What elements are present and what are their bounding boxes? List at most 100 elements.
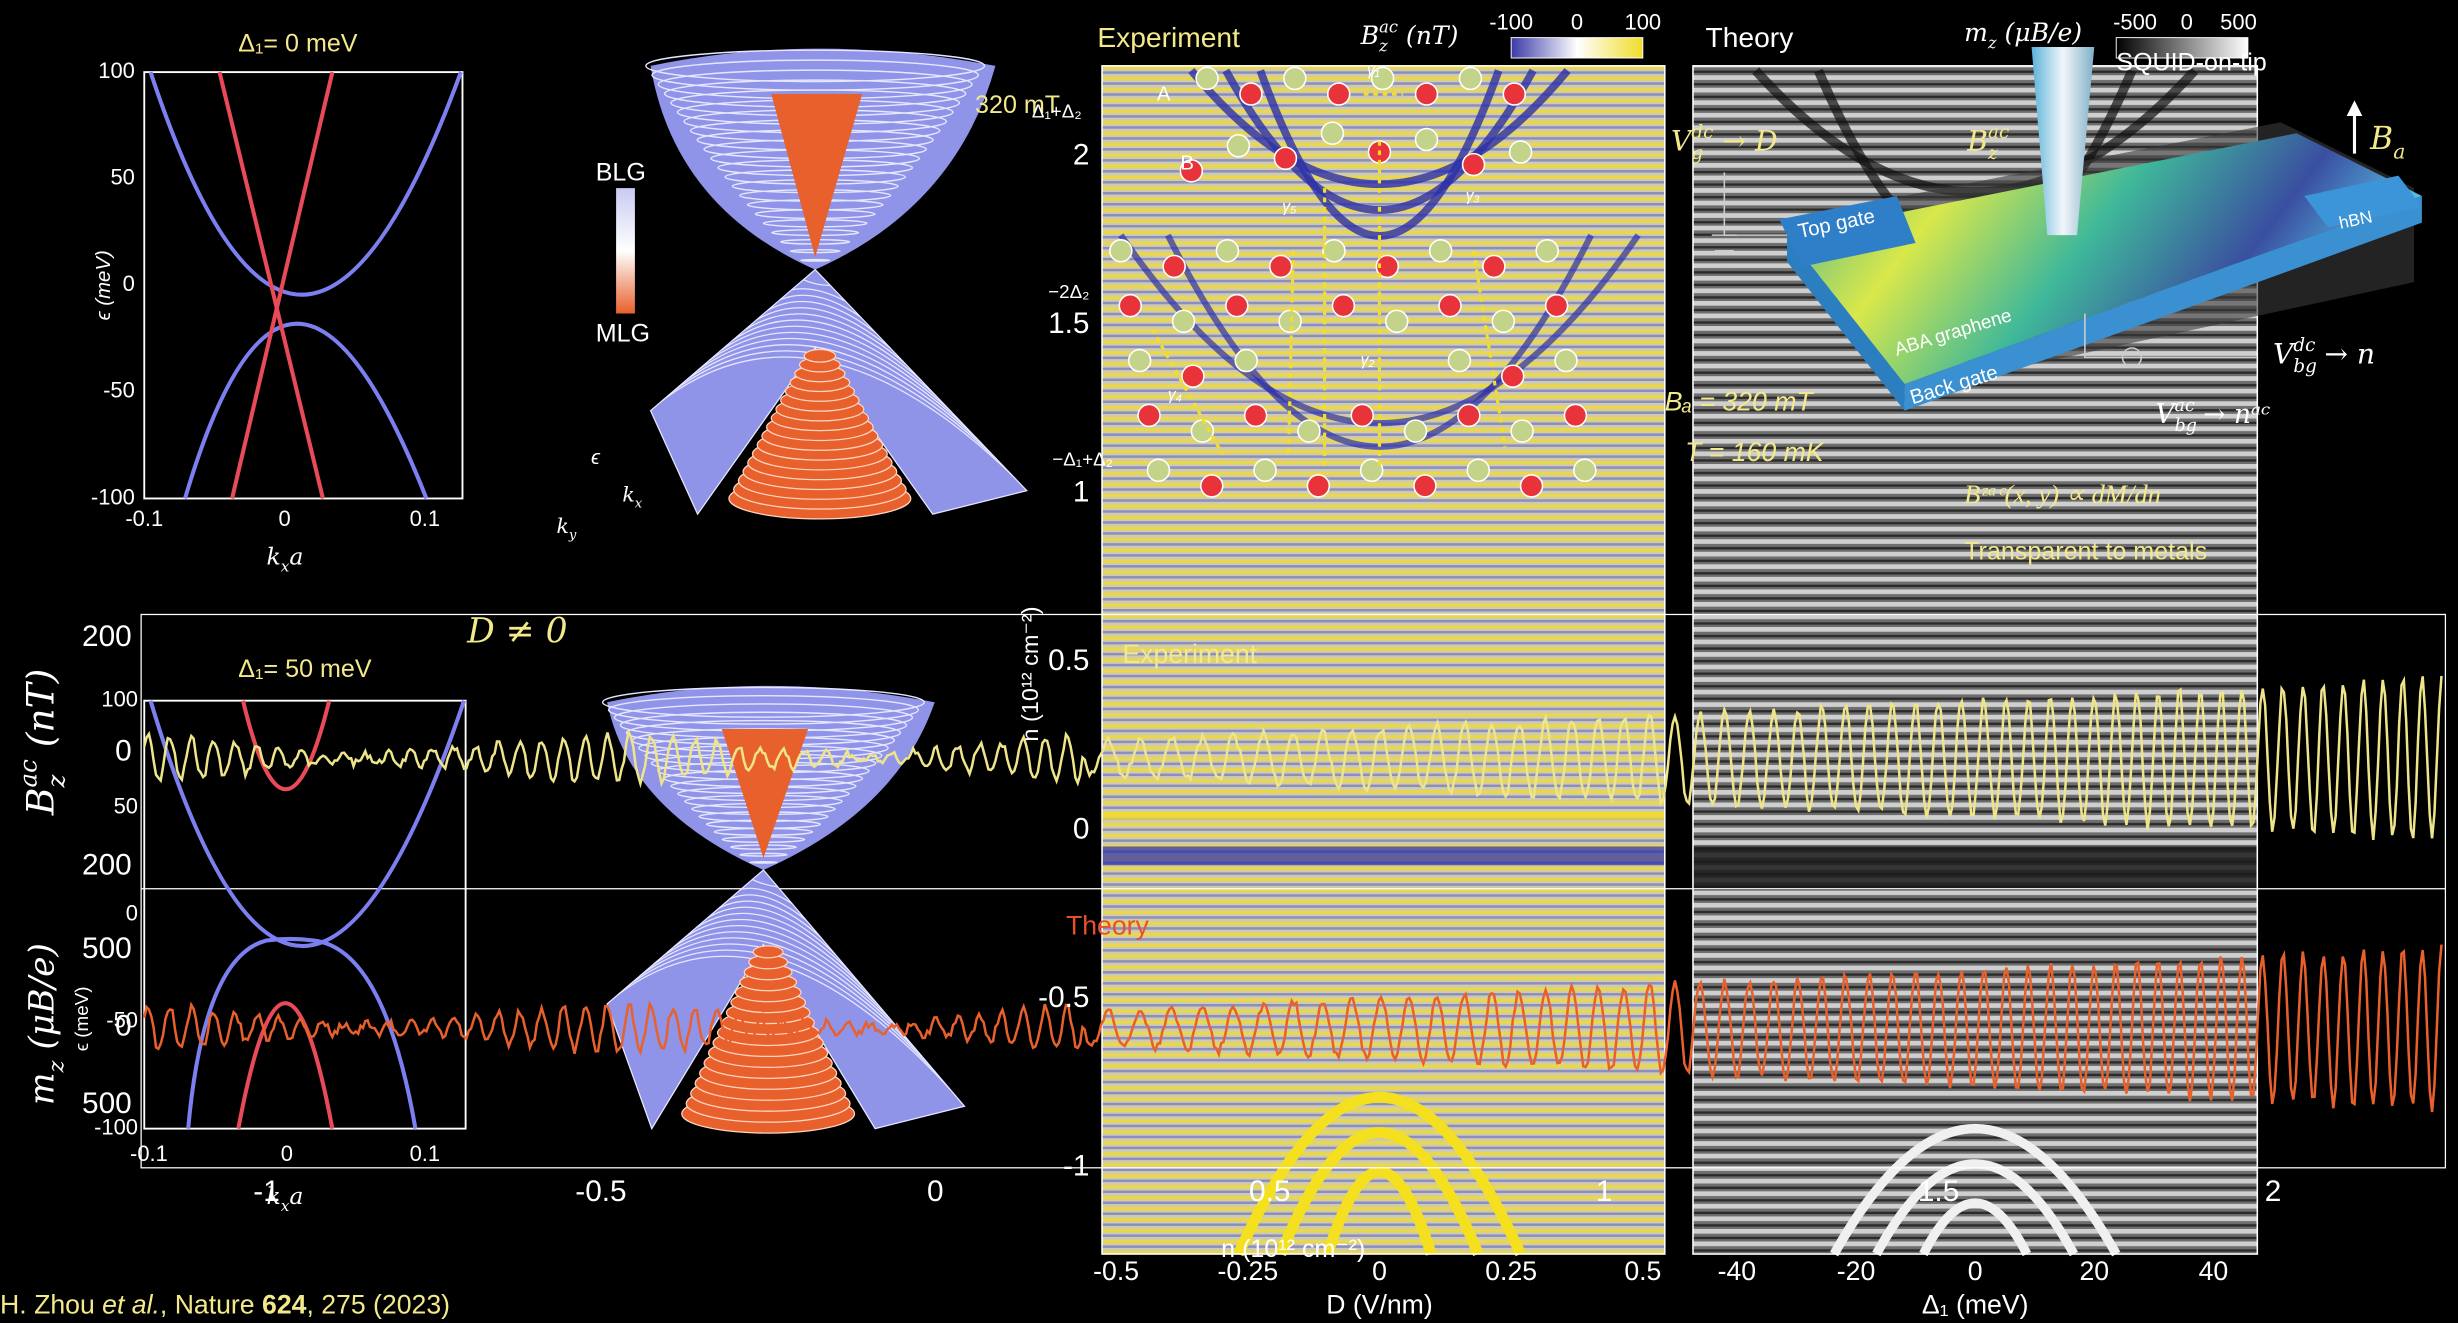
- label-base: B: [1360, 21, 1379, 50]
- wing-line: [696, 912, 851, 972]
- atom-green: [1535, 239, 1559, 263]
- math-label: ky: [557, 514, 577, 543]
- y-tick-label: 50: [110, 164, 134, 189]
- atom-red: [1413, 474, 1437, 498]
- atom-green: [1234, 348, 1258, 373]
- colorbar-tick: 0: [1571, 9, 1583, 34]
- linecut-frame: [140, 613, 2447, 1169]
- atom-green: [1283, 66, 1307, 91]
- atom-green: [1320, 121, 1345, 145]
- wing-line: [744, 313, 907, 365]
- inset-y-tick: -100: [94, 1114, 138, 1139]
- orange-ring: [803, 348, 837, 363]
- label-sub: z: [44, 1060, 70, 1073]
- atom-red: [1482, 254, 1506, 279]
- atom-green: [1297, 419, 1321, 443]
- label-sub: bg: [2293, 356, 2316, 377]
- top-gate: [1779, 195, 1916, 267]
- x-tick-label: -0.1: [125, 506, 163, 531]
- label-base: k: [622, 483, 634, 507]
- band-blue: [148, 700, 466, 948]
- label-sub: z: [42, 774, 71, 788]
- atom-green: [1510, 419, 1534, 443]
- atom-green: [1573, 458, 1597, 483]
- math-label: Vbgac → nᵃᶜ: [2155, 396, 2270, 436]
- squid-tip: [2031, 47, 2095, 236]
- label-sub: g: [1691, 143, 1703, 164]
- hopping-label: γ₄: [1168, 387, 1182, 404]
- device-top: [1787, 133, 2422, 385]
- math-label: Ba: [2369, 121, 2405, 163]
- condition-label: D ≠ 0: [466, 612, 567, 652]
- atom-green: [1554, 348, 1578, 373]
- wing-line: [803, 279, 831, 287]
- curves: [143, 48, 2443, 1134]
- atom-red: [1306, 474, 1331, 498]
- panel-title: Experiment: [1097, 21, 1240, 53]
- x-tick-label: -1: [253, 1175, 279, 1208]
- label-sub: y: [568, 528, 577, 543]
- yellow-arc: [1322, 1166, 1437, 1256]
- y-tick-label: 0: [115, 734, 132, 767]
- label-tail: a: [289, 542, 303, 570]
- series-label: Theory: [1066, 910, 1150, 940]
- label-tail: (μB/e): [1997, 18, 2083, 47]
- math-label: Bzac: [1966, 122, 2009, 164]
- device-front: [1904, 195, 2422, 411]
- x-axis-label: D (V/nm): [1326, 1290, 1433, 1320]
- atom-red: [1414, 82, 1439, 106]
- band-red: [241, 700, 332, 791]
- atom-red: [1243, 403, 1268, 428]
- label-tail: → D: [1713, 124, 1777, 157]
- device-side: [1787, 235, 1905, 411]
- label-base: V: [1671, 124, 1694, 157]
- label-sup: ac: [1988, 122, 2009, 143]
- wing-line: [708, 331, 952, 413]
- label-sub: bg: [2175, 416, 2197, 436]
- atom-green: [1508, 140, 1533, 164]
- label-tail: a: [289, 1182, 303, 1210]
- band-plot-frame: [143, 71, 464, 500]
- x-tick-label: 1.5: [1918, 1175, 1959, 1208]
- inset-frame: [143, 699, 467, 1130]
- axis-label: ϵ: [591, 447, 601, 469]
- condition: T = 160 mK: [1685, 437, 1825, 467]
- y-tick-label: 0: [123, 271, 135, 296]
- panel-title: Theory: [1706, 21, 1795, 53]
- wing-line: [779, 294, 861, 318]
- atom-red: [1544, 293, 1569, 318]
- yellow-arc: [1233, 1091, 1526, 1257]
- label-sub: x: [281, 557, 290, 575]
- x-tick-label: -40: [1718, 1256, 1756, 1286]
- inset-x-tick: 0: [281, 1141, 293, 1166]
- y-tick-label: -0.5: [1038, 981, 1089, 1014]
- atom-green: [1428, 239, 1453, 263]
- label-sub: z: [1987, 33, 1997, 52]
- wing-line: [685, 344, 982, 444]
- label-tail: (nT): [18, 669, 62, 760]
- atom-red: [1350, 403, 1374, 428]
- blue-arc: [1188, 68, 1571, 188]
- math-label: Bzac (nT): [1360, 18, 1459, 56]
- label-sub: z: [1378, 36, 1388, 55]
- colorbar-tick: 500: [2220, 9, 2257, 34]
- wing-line: [720, 325, 937, 397]
- y-tick-label: -100: [91, 484, 135, 509]
- atom-red: [1118, 293, 1143, 318]
- device-schematic: [1711, 47, 2422, 411]
- atom-green: [1447, 348, 1472, 373]
- white-arc: [1872, 1159, 2079, 1257]
- level-label: −2Δ₂: [1048, 281, 1089, 302]
- y-tick-label: 0: [115, 1009, 132, 1042]
- atom-green: [1403, 419, 1428, 443]
- x-tick-label: 0: [1372, 1256, 1387, 1286]
- atom-red: [1461, 152, 1486, 177]
- y-tick-label: 500: [82, 932, 132, 965]
- y-axis-label: ϵ (meV): [93, 250, 115, 320]
- x-tick-label: 1: [1596, 1175, 1613, 1208]
- wing-line: [662, 931, 894, 1023]
- wing-line: [791, 288, 846, 302]
- inset-x-tick: 0.1: [410, 1141, 441, 1166]
- atom-red: [1200, 474, 1224, 498]
